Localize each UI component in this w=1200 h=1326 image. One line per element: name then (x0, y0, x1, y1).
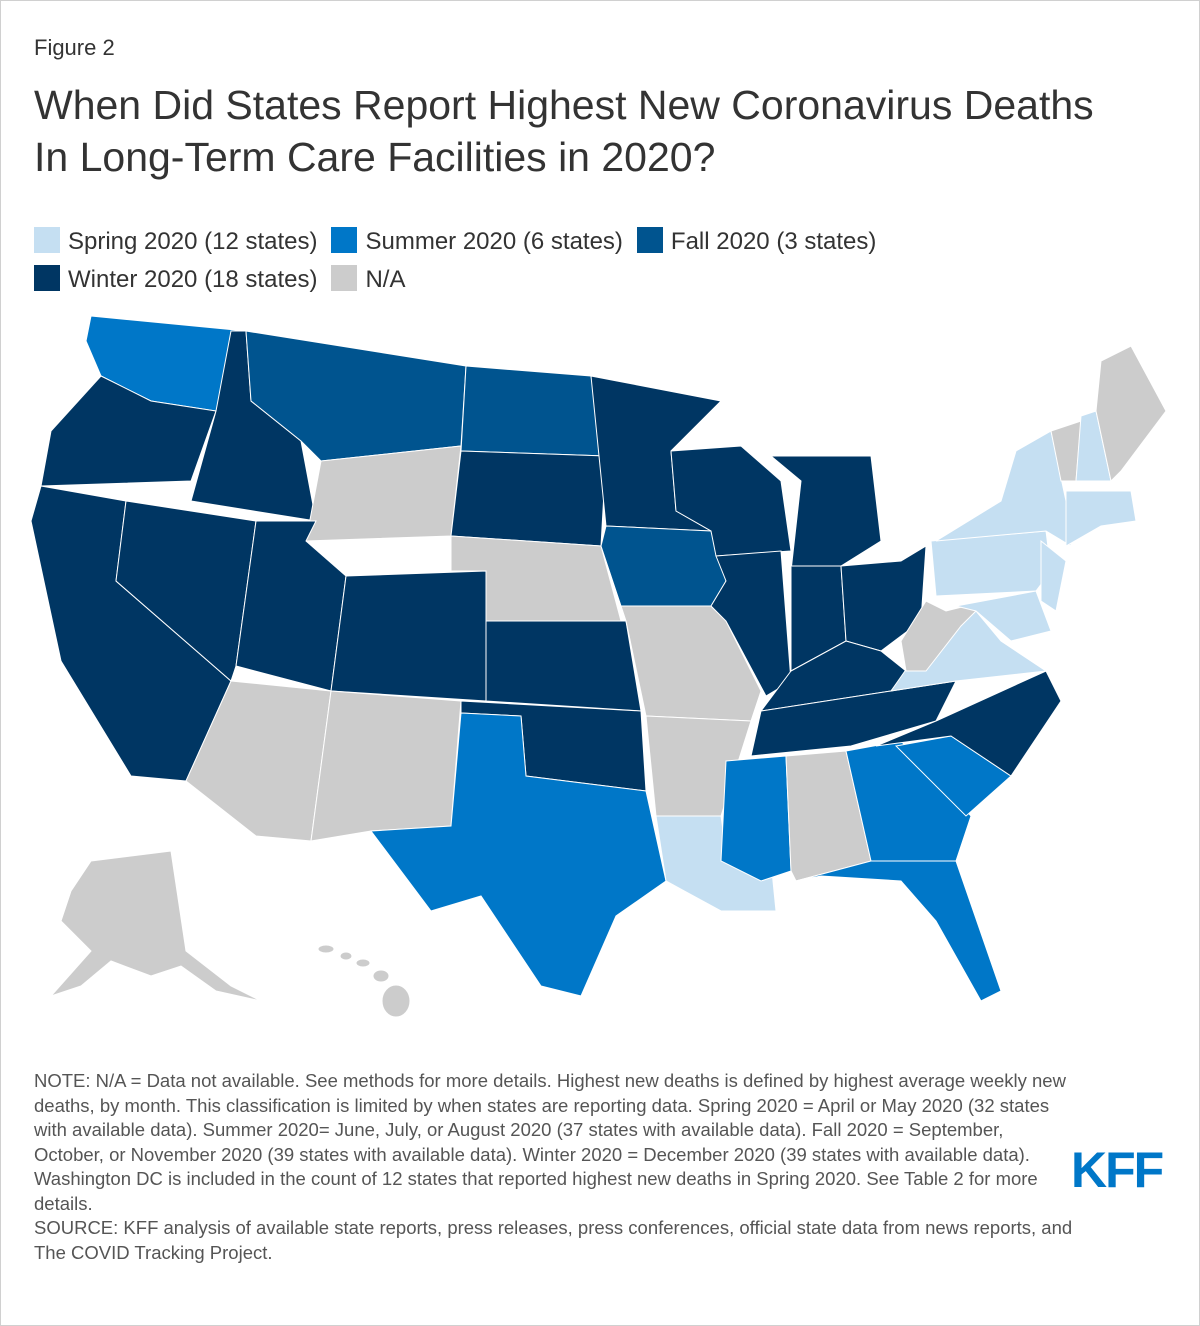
state (355, 958, 371, 968)
state (600, 525, 727, 607)
state (310, 690, 462, 842)
legend-swatch (331, 265, 358, 291)
state (955, 590, 1052, 642)
logo: KFF (1071, 1142, 1164, 1198)
state (1095, 345, 1167, 483)
legend-swatch (34, 265, 60, 291)
legend-item: N/A (331, 261, 405, 299)
legend-swatch (34, 227, 60, 253)
state (49, 850, 262, 1002)
state (930, 530, 1052, 597)
state (450, 450, 607, 547)
legend-swatch (636, 227, 663, 253)
legend-swatch (331, 227, 358, 253)
figure-label: Figure 2 (34, 35, 115, 60)
legend-label: Winter 2020 (18 states) (68, 266, 318, 293)
legend-item: Fall 2020 (3 states) (636, 223, 877, 261)
legend-item: Summer 2020 (6 states) (331, 223, 623, 261)
legend-label: Fall 2020 (3 states) (670, 228, 877, 255)
state (720, 755, 792, 882)
map (30, 315, 1167, 1018)
legend-item: Winter 2020 (18 states) (34, 261, 317, 299)
source-text: SOURCE: KFF analysis of available state … (34, 1217, 1073, 1263)
state (317, 944, 335, 954)
state (372, 969, 390, 983)
state (655, 815, 777, 912)
legend-label: Spring 2020 (12 states) (68, 228, 318, 255)
legend-label: N/A (365, 266, 406, 293)
note-text: NOTE: N/A = Data not available. See meth… (34, 1070, 1066, 1214)
state (115, 500, 257, 682)
legend-label: Summer 2020 (6 states) (365, 228, 623, 255)
state (185, 680, 332, 842)
state (460, 365, 607, 457)
state (339, 951, 353, 961)
title: When Did States Report Highest New Coron… (34, 82, 1094, 180)
legend: Spring 2020 (12 states) Summer 2020 (6 st… (34, 223, 1184, 299)
state (1040, 539, 1067, 612)
state (900, 600, 988, 672)
state (935, 430, 1072, 547)
state (795, 860, 1002, 1002)
state (305, 445, 462, 542)
state (710, 550, 792, 697)
state (769, 455, 882, 572)
state (40, 375, 217, 487)
state (370, 712, 667, 997)
state (381, 984, 411, 1018)
state (1065, 490, 1137, 547)
legend-item: Spring 2020 (12 states) (34, 223, 317, 261)
state (235, 520, 347, 692)
note: NOTE: N/A = Data not available. See meth… (34, 1069, 1074, 1265)
state (330, 570, 487, 702)
state (485, 620, 642, 712)
